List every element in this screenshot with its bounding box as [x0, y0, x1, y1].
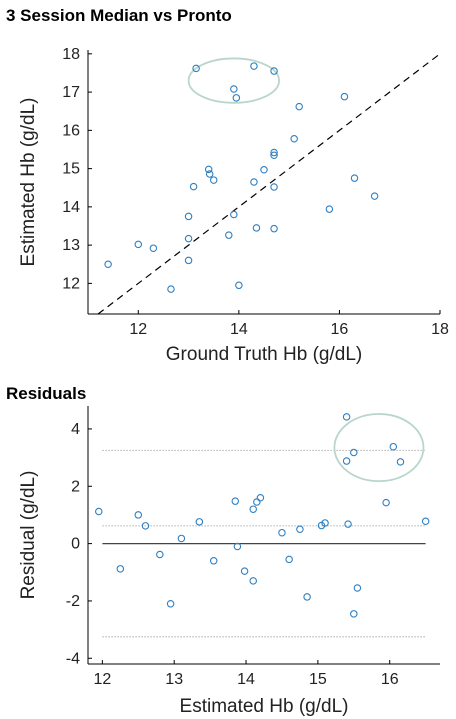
- data-point: [342, 413, 351, 421]
- data-point: [370, 192, 379, 200]
- data-point: [134, 240, 143, 249]
- y-tick-label: 15: [62, 161, 80, 178]
- data-point: [350, 174, 359, 182]
- x-tick-label: 14: [230, 321, 248, 338]
- x-tick-label: 12: [93, 671, 111, 688]
- x-tick-label: 14: [237, 671, 255, 688]
- data-point: [232, 94, 241, 102]
- data-point: [421, 517, 430, 525]
- x-tick-label: 16: [381, 671, 399, 688]
- data-point: [295, 102, 303, 111]
- data-point: [235, 281, 243, 290]
- y-tick-label: 4: [71, 421, 80, 438]
- data-point: [353, 584, 362, 592]
- data-point: [209, 176, 218, 184]
- data-point: [340, 92, 349, 101]
- highlight-ellipse: [333, 413, 425, 483]
- data-point: [382, 498, 390, 507]
- data-point: [396, 458, 405, 466]
- data-point: [344, 520, 352, 528]
- data-point: [134, 511, 143, 519]
- data-point: [149, 244, 158, 252]
- data-point: [230, 210, 238, 219]
- data-point: [192, 64, 200, 73]
- data-point: [250, 178, 258, 186]
- scatter-plot-top: 12 14 16 18 12 13 14 15 16 17 18 Ground Truth Hb (g…: [18, 46, 449, 365]
- data-point: [342, 457, 351, 465]
- data-point: [270, 67, 278, 75]
- data-point: [205, 170, 214, 178]
- highlight-ellipse: [187, 57, 280, 104]
- y-tick-label: -4: [66, 650, 80, 667]
- x-tick-label: 18: [431, 321, 449, 338]
- data-point: [204, 165, 213, 174]
- data-point: [270, 224, 278, 233]
- y-tick-label: 12: [62, 275, 80, 292]
- data-point: [240, 567, 249, 575]
- data-point: [156, 550, 164, 559]
- data-point: [233, 542, 242, 551]
- data-point: [177, 534, 186, 543]
- y-tick-label: 18: [62, 46, 80, 63]
- data-point: [350, 448, 358, 457]
- chart-title-bottom: Residuals: [6, 384, 87, 403]
- data-point: [278, 528, 286, 537]
- x-tick-label: 13: [165, 671, 183, 688]
- data-point: [225, 231, 233, 239]
- x-tick-label: 15: [309, 671, 327, 688]
- data-point: [389, 442, 398, 451]
- data-point: [270, 183, 278, 191]
- identity-line: [97, 53, 441, 315]
- y-tick-label: 14: [62, 199, 80, 216]
- data-point: [252, 224, 261, 232]
- chart-title-top: 3 Session Median vs Pronto: [6, 6, 232, 25]
- y-axis-label: Estimated Hb (g/dL): [18, 98, 39, 267]
- data-point: [166, 600, 175, 608]
- scatter-plot-bottom: 12 13 14 15 16 -4 -2 0 2 4 Estimated Hb (g/dL) Resi…: [18, 406, 440, 717]
- data-point: [141, 522, 150, 530]
- data-point: [321, 519, 329, 527]
- x-tick-label: 12: [129, 321, 147, 338]
- data-point: [184, 234, 193, 243]
- data-point: [270, 151, 278, 159]
- y-tick-label: 16: [62, 122, 80, 139]
- x-axis-label: Estimated Hb (g/dL): [180, 696, 349, 717]
- y-tick-label: 17: [62, 84, 80, 101]
- data-point: [184, 256, 193, 265]
- data-point: [249, 505, 257, 513]
- data-point: [350, 610, 358, 618]
- data-point: [189, 182, 198, 191]
- data-point: [270, 148, 278, 157]
- data-point: [231, 497, 240, 505]
- data-point: [116, 565, 125, 573]
- y-axis-label: Residual (g/dL): [18, 471, 39, 600]
- y-tick-label: 13: [62, 237, 80, 254]
- data-point: [325, 205, 334, 213]
- y-tick-label: 2: [71, 478, 80, 495]
- data-point: [230, 85, 238, 93]
- data-point: [104, 260, 112, 269]
- data-point: [253, 498, 261, 506]
- data-point: [303, 593, 311, 601]
- data-point: [296, 525, 304, 534]
- data-point: [209, 557, 218, 565]
- data-point: [260, 166, 268, 174]
- x-tick-label: 16: [331, 321, 349, 338]
- data-point: [290, 135, 298, 143]
- data-point: [195, 518, 204, 526]
- data-point: [250, 62, 258, 70]
- data-point: [167, 285, 175, 293]
- data-point: [285, 555, 293, 564]
- data-point: [184, 212, 193, 221]
- data-point: [249, 577, 257, 585]
- y-tick-label: -2: [66, 593, 80, 610]
- x-axis-label: Ground Truth Hb (g/dL): [166, 344, 362, 365]
- data-point: [256, 493, 265, 502]
- data-point: [95, 507, 103, 516]
- y-tick-label: 0: [71, 536, 80, 553]
